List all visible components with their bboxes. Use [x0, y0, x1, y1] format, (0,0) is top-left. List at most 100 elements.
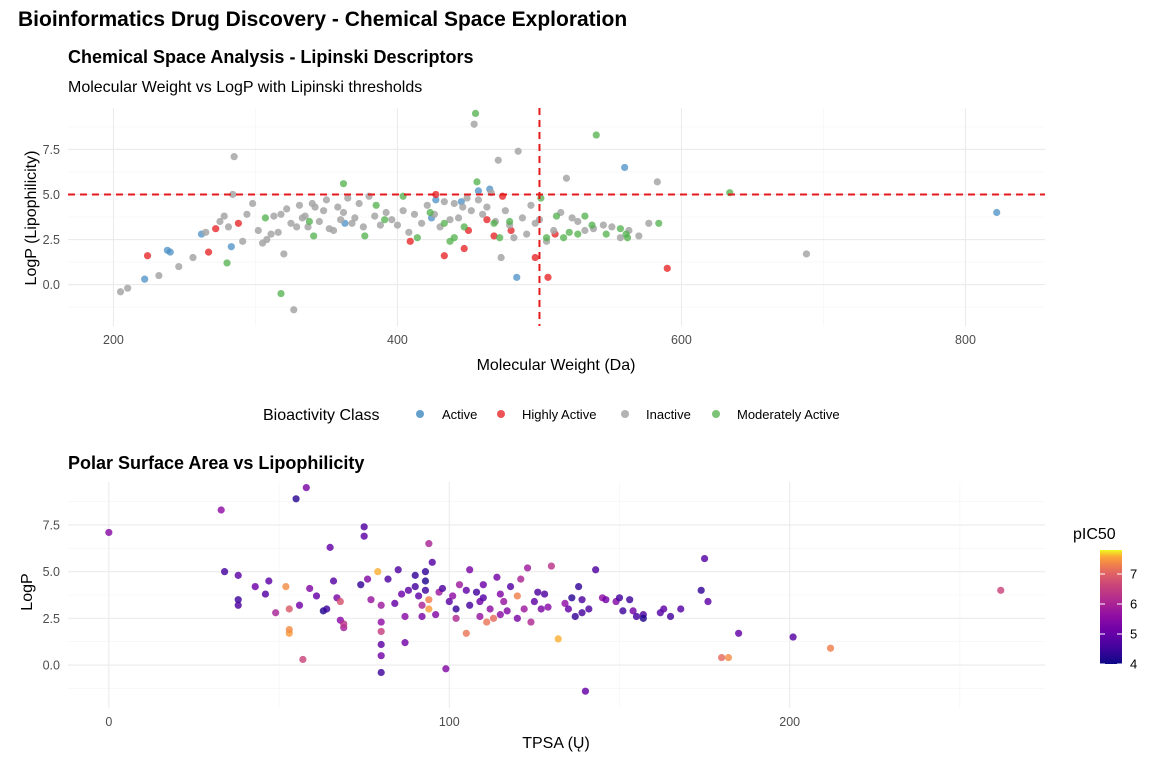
point-highly-active — [483, 216, 491, 224]
tpsa-point — [421, 586, 430, 594]
tpsa-point — [564, 605, 573, 613]
point-moderately-active — [381, 216, 389, 224]
legend-label-inactive: Inactive — [646, 407, 691, 422]
point-moderately-active — [372, 201, 380, 209]
point-moderately-active — [310, 232, 318, 240]
legend-label-moderately-active: Moderately Active — [737, 407, 840, 422]
point-moderately-active — [361, 232, 369, 240]
point-moderately-active — [542, 234, 551, 242]
point-inactive — [454, 214, 463, 222]
tpsa-point — [217, 506, 225, 514]
tpsa-point — [360, 532, 368, 540]
point-moderately-active — [426, 208, 434, 217]
point-inactive — [287, 219, 295, 227]
point-moderately-active — [473, 178, 481, 186]
point-inactive — [216, 217, 224, 226]
point-inactive — [527, 201, 535, 209]
tpsa-point — [479, 594, 487, 602]
lipinski-x-tick-label: 200 — [103, 333, 124, 347]
tpsa-point — [483, 618, 491, 626]
tpsa-point — [272, 609, 280, 617]
tpsa-point — [523, 564, 532, 572]
tpsa-point — [561, 599, 569, 608]
lipinski-reference-lines — [68, 108, 1045, 326]
tpsa-point — [462, 586, 470, 594]
tpsa-point — [615, 594, 624, 602]
tpsa-y-axis-label: LogP — [19, 573, 36, 610]
tpsa-point — [367, 596, 375, 604]
tpsa-point — [724, 653, 733, 662]
tpsa-point — [496, 611, 504, 619]
tpsa-point — [302, 484, 310, 492]
tpsa-point — [421, 568, 430, 576]
tpsa-point — [449, 592, 457, 600]
tpsa-point — [326, 543, 334, 551]
tpsa-point — [554, 635, 562, 643]
tpsa-point — [476, 612, 484, 621]
tpsa-point — [292, 495, 300, 503]
point-active — [432, 196, 440, 204]
point-highly-active — [406, 237, 414, 245]
colorbar-title: pIC50 — [1073, 526, 1116, 543]
tpsa-grid — [68, 482, 1045, 708]
tpsa-point — [496, 590, 504, 598]
point-highly-active — [490, 232, 498, 240]
legend-swatch-highly-active — [497, 410, 505, 418]
lipinski-y-tick-label: 2.5 — [43, 233, 60, 247]
tpsa-point — [530, 597, 538, 606]
point-inactive — [405, 228, 413, 236]
point-inactive — [274, 228, 282, 236]
point-highly-active — [432, 190, 440, 199]
point-inactive — [393, 221, 402, 229]
point-inactive — [483, 203, 491, 211]
point-inactive — [459, 203, 467, 211]
tpsa-point — [234, 601, 242, 609]
tpsa-point — [493, 573, 501, 581]
tpsa-point — [377, 640, 385, 649]
tpsa-point — [394, 566, 402, 574]
tpsa-point — [704, 597, 712, 606]
point-inactive — [224, 223, 233, 231]
tpsa-point — [234, 596, 242, 604]
tpsa-point — [997, 586, 1005, 594]
point-inactive — [574, 217, 582, 226]
point-inactive — [470, 120, 478, 128]
tpsa-point — [425, 605, 433, 613]
tpsa-point — [629, 607, 637, 615]
lipinski-y-tick-label: 5.0 — [43, 188, 60, 202]
tpsa-point — [489, 614, 498, 622]
lipinski-panel: Chemical Space Analysis - Lipinski Descr… — [23, 47, 1045, 374]
tpsa-point — [323, 605, 331, 613]
tpsa-tick-labels: 0 100 200 0.0 2.5 5.0 7.5 — [43, 518, 801, 729]
point-inactive — [220, 212, 228, 220]
tpsa-x-tick-label: 200 — [779, 715, 800, 729]
point-active — [166, 248, 174, 256]
tpsa-point — [425, 596, 433, 604]
lipinski-x-tick-label: 800 — [955, 333, 976, 347]
tpsa-point — [282, 582, 290, 591]
tpsa-point — [306, 584, 314, 593]
colorbar-tick-label: 4 — [1130, 657, 1137, 672]
point-moderately-active — [277, 289, 285, 298]
tpsa-point — [520, 605, 528, 613]
tpsa-point — [486, 605, 494, 613]
tpsa-x-tick-label: 0 — [105, 715, 112, 729]
point-inactive — [467, 207, 475, 215]
tpsa-point — [336, 597, 344, 606]
tpsa-point — [466, 566, 474, 574]
point-active — [141, 275, 149, 283]
tpsa-point — [544, 603, 552, 611]
tpsa-point — [391, 599, 399, 608]
tpsa-point — [462, 629, 470, 637]
point-inactive — [301, 212, 309, 220]
tpsa-point — [411, 582, 419, 591]
bioactivity-legend: Bioactivity Class Active Highly Active I… — [263, 407, 840, 424]
tpsa-point — [299, 655, 307, 664]
tpsa-point — [700, 554, 709, 563]
point-active — [474, 187, 482, 195]
point-inactive — [322, 196, 331, 204]
point-inactive — [344, 194, 352, 202]
legend-label-highly-active: Highly Active — [522, 407, 596, 422]
tpsa-point — [265, 577, 273, 585]
